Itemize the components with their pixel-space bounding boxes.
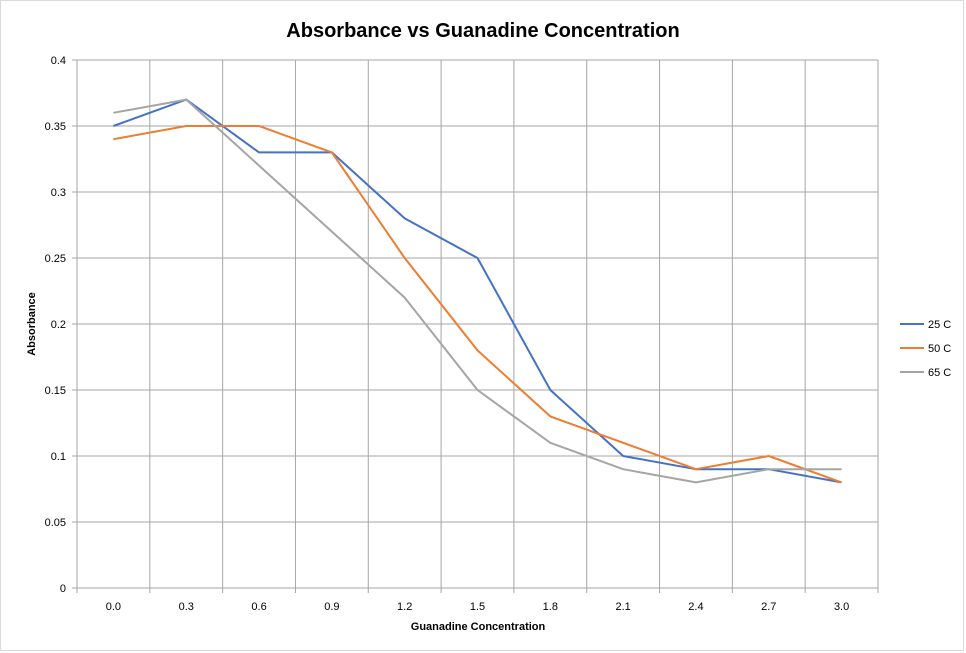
x-tick-label: 2.1 xyxy=(615,601,630,613)
x-tick-label: 0.3 xyxy=(179,601,194,613)
x-tick-label: 3.0 xyxy=(834,601,849,613)
legend-label: 65 C xyxy=(928,367,951,379)
x-tick-label: 1.8 xyxy=(543,601,558,613)
y-tick-label: 0.4 xyxy=(51,55,66,67)
y-tick-label: 0.3 xyxy=(51,187,66,199)
x-tick-label: 0.0 xyxy=(106,601,121,613)
x-tick-labels: 0.0 0.3 0.6 0.9 1.2 1.5 1.8 2.1 2.4 2.7 3.0 xyxy=(106,601,849,613)
legend-label: 50 C xyxy=(928,343,951,355)
y-tick-label: 0 xyxy=(60,583,66,595)
y-tick-label: 0.35 xyxy=(45,121,66,133)
y-tick-label: 0.1 xyxy=(51,451,66,463)
x-tick-label: 2.7 xyxy=(761,601,776,613)
y-tick-label: 0.15 xyxy=(45,385,66,397)
series-line-50-c xyxy=(113,125,842,484)
legend-label: 25 C xyxy=(928,319,951,331)
legend: 25 C 50 C 65 C xyxy=(900,319,951,379)
x-tick-label: 1.5 xyxy=(470,601,485,613)
x-tick-label: 1.2 xyxy=(397,601,412,613)
y-tick-labels: 0 0.05 0.1 0.15 0.2 0.25 0.3 0.35 0.4 xyxy=(45,55,66,595)
x-axis-label: Guanadine Concentration xyxy=(411,621,546,633)
y-tick-label: 0.05 xyxy=(45,517,66,529)
series-lines xyxy=(113,98,842,484)
y-tick-label: 0.25 xyxy=(45,253,66,265)
y-tick-label: 0.2 xyxy=(51,319,66,331)
x-tick-label: 0.9 xyxy=(324,601,339,613)
chart-title: Absorbance vs Guanadine Concentration xyxy=(286,20,679,42)
series-line-25-c xyxy=(113,98,842,484)
gridlines xyxy=(72,59,879,593)
series-line-65-c xyxy=(113,98,842,484)
x-tick-label: 0.6 xyxy=(251,601,266,613)
x-tick-label: 2.4 xyxy=(688,601,703,613)
y-axis-label: Absorbance xyxy=(26,292,38,356)
